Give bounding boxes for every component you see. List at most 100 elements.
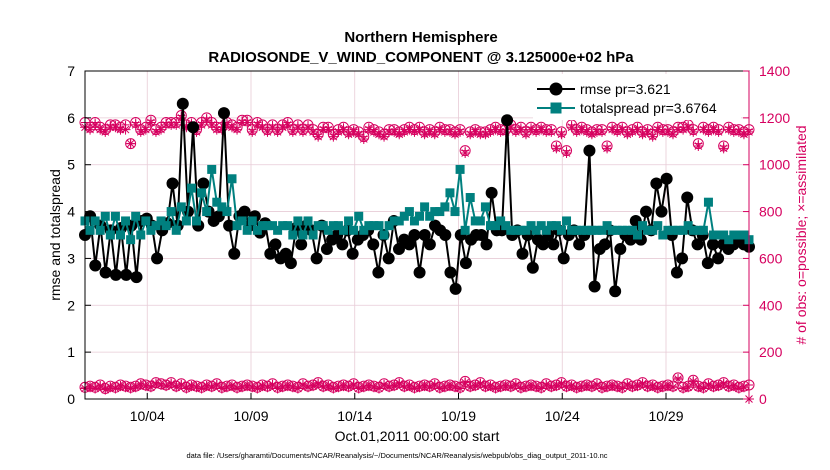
obs-assimilated-marker bbox=[718, 378, 729, 389]
spread-point bbox=[166, 207, 176, 217]
obs-assimilated-marker bbox=[505, 122, 516, 133]
obs-assimilated-marker bbox=[520, 129, 531, 140]
y-tick-label: 0 bbox=[67, 391, 75, 407]
obs-assimilated-marker bbox=[576, 382, 587, 393]
rmse-point bbox=[151, 252, 164, 265]
spread-point bbox=[724, 235, 734, 245]
obs-assimilated-marker bbox=[379, 131, 390, 142]
rmse-point bbox=[573, 238, 586, 251]
obs-assimilated-marker bbox=[541, 126, 552, 137]
obs-assimilated-marker bbox=[211, 124, 222, 135]
spread-point bbox=[283, 221, 293, 231]
obs-assimilated-marker bbox=[495, 382, 506, 393]
obs-assimilated-marker bbox=[409, 383, 420, 394]
obs-assimilated-marker bbox=[379, 379, 390, 390]
obs-assimilated-marker bbox=[384, 126, 395, 137]
obs-assimilated-marker bbox=[703, 379, 714, 390]
spread-point bbox=[328, 221, 338, 231]
rmse-point bbox=[310, 252, 323, 265]
spread-point bbox=[536, 221, 546, 231]
obs-assimilated-marker bbox=[373, 129, 384, 140]
obs-assimilated-marker bbox=[510, 126, 521, 137]
obs-assimilated-marker bbox=[642, 382, 653, 393]
spread-point bbox=[344, 216, 354, 226]
obs-assimilated-marker bbox=[125, 383, 136, 394]
obs-assimilated-marker bbox=[591, 126, 602, 137]
spread-point bbox=[673, 225, 683, 235]
rmse-point bbox=[681, 191, 694, 204]
obs-assimilated-marker bbox=[323, 381, 334, 392]
spread-point bbox=[247, 216, 257, 226]
chart-subtitle: RADIOSONDE_V_WIND_COMPONENT @ 3.125000e+… bbox=[208, 49, 634, 66]
spread-point bbox=[313, 221, 323, 231]
obs-assimilated-marker bbox=[323, 124, 334, 135]
data-file-footer: data file: /Users/gharamti/Documents/NCA… bbox=[186, 451, 607, 460]
spread-point bbox=[404, 207, 414, 217]
y-right-tick-label: 1400 bbox=[759, 63, 790, 79]
rmse-point bbox=[382, 252, 395, 265]
spread-point bbox=[638, 221, 648, 231]
obs-assimilated-marker bbox=[171, 382, 182, 393]
spread-point bbox=[491, 221, 501, 231]
rmse-point bbox=[516, 247, 529, 260]
rmse-point bbox=[212, 210, 225, 223]
obs-assimilated-marker bbox=[389, 126, 400, 137]
obs-assimilated-marker bbox=[723, 124, 734, 135]
spread-point bbox=[359, 225, 369, 235]
obs-assimilated-marker bbox=[252, 383, 263, 394]
obs-assimilated-marker bbox=[161, 381, 172, 392]
obs-assimilated-marker bbox=[333, 126, 344, 137]
obs-assimilated-marker bbox=[161, 119, 172, 130]
axes: 0 1 2 3 4 5 6 7 0 200 400 600 800 1000 1200 1400 10/04 10… bbox=[67, 63, 790, 424]
rmse-point bbox=[475, 229, 488, 241]
obs-assimilated-marker bbox=[424, 382, 435, 393]
obs-assimilated-marker bbox=[728, 381, 739, 392]
y-axis-right-label: # of obs: o=possible; ×=assimilated bbox=[793, 125, 809, 344]
obs-assimilated-marker bbox=[708, 124, 719, 135]
obs-assimilated-marker bbox=[439, 126, 450, 137]
obs-assimilated-marker bbox=[303, 382, 314, 393]
obs-assimilated-marker bbox=[531, 382, 542, 393]
spread-point bbox=[176, 202, 186, 212]
spread-point bbox=[197, 188, 207, 198]
obs-assimilated-marker bbox=[520, 382, 531, 393]
obs-assimilated-marker bbox=[637, 378, 648, 389]
spread-point bbox=[90, 216, 100, 226]
rmse-line bbox=[84, 102, 750, 293]
x-axis-label: Oct.01,2011 00:00:00 start bbox=[335, 428, 500, 444]
obs-assimilated-marker bbox=[343, 129, 354, 140]
rmse-point bbox=[598, 238, 611, 251]
spread-point bbox=[470, 216, 480, 226]
rmse-point bbox=[660, 172, 673, 185]
spread-point bbox=[587, 225, 597, 235]
spread-point bbox=[303, 216, 313, 226]
spread-point bbox=[729, 230, 739, 240]
spread-point bbox=[141, 216, 151, 226]
rmse-point bbox=[166, 177, 179, 190]
obs-assimilated-marker bbox=[637, 129, 648, 140]
obs-assimilated-marker bbox=[708, 382, 719, 393]
obs-assimilated-marker bbox=[444, 126, 455, 137]
spread-point bbox=[688, 225, 698, 235]
rmse-point bbox=[640, 205, 653, 218]
obs-assimilated-marker bbox=[394, 129, 405, 140]
rmse-point bbox=[187, 121, 200, 134]
spread-point bbox=[242, 225, 252, 235]
obs-assimilated-marker bbox=[647, 131, 658, 142]
obs-assimilated-marker bbox=[115, 124, 126, 135]
spread-point bbox=[257, 221, 267, 231]
rmse-point bbox=[238, 205, 251, 218]
obs-assimilated-marker bbox=[115, 381, 126, 392]
spread-point bbox=[369, 221, 379, 231]
spread-point bbox=[115, 230, 125, 240]
obs-assimilated-marker bbox=[597, 383, 608, 394]
obs-assimilated-marker bbox=[571, 126, 582, 137]
obs-assimilated-marker bbox=[495, 126, 506, 137]
rmse-point bbox=[418, 229, 431, 241]
obs-assimilated-marker bbox=[389, 381, 400, 392]
obs-assimilated-marker bbox=[419, 381, 430, 392]
spread-point bbox=[739, 230, 749, 240]
obs-assimilated-marker bbox=[232, 124, 243, 135]
obs-assimilated-marker bbox=[353, 129, 364, 140]
